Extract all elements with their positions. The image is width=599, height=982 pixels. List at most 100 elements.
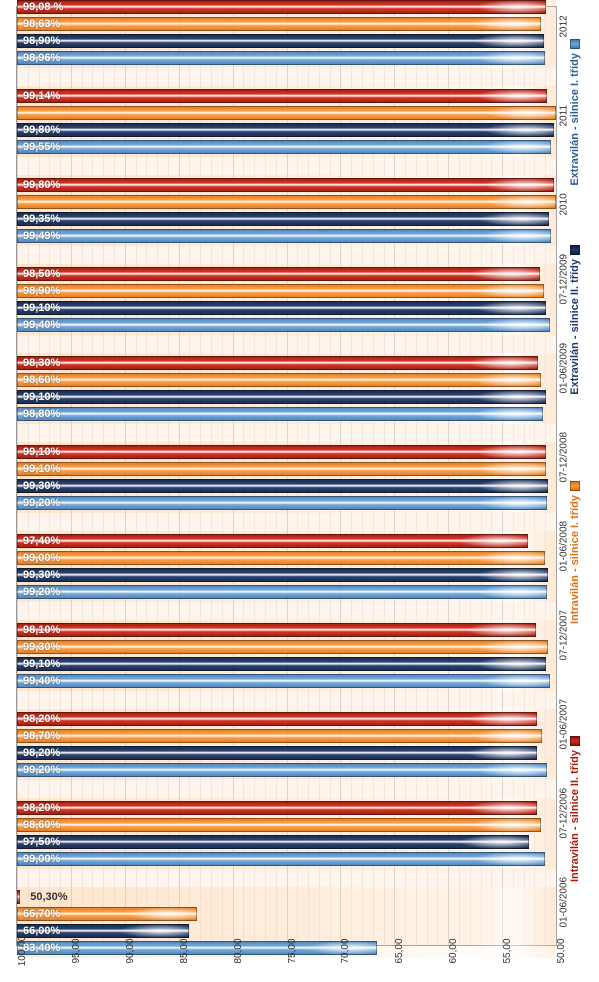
bar-extI: 99,00% — [17, 852, 545, 866]
bar-label: 99,49% — [17, 230, 60, 242]
bar-extI: 99,40% — [17, 318, 550, 332]
bar-extII: 98,20% — [17, 746, 537, 760]
bar-label: 99,10% — [17, 446, 60, 458]
bar-extI: 99,20% — [17, 763, 547, 777]
bar-label: 99,10% — [17, 658, 60, 670]
bar-label: 98,20% — [17, 747, 60, 759]
bar-extII: 66,00% — [17, 924, 189, 938]
bar-label: 97,50% — [17, 836, 60, 848]
bar-extII: 99,30% — [17, 568, 548, 582]
bar-intI: 98,90% — [17, 284, 544, 298]
bar-intII: 99,14% — [17, 89, 547, 103]
bar-label: 83,40% — [17, 942, 60, 954]
bar-intI — [17, 106, 556, 120]
bar-intI: 99,00% — [17, 551, 545, 565]
bar-intII: 99,08 % — [17, 0, 546, 14]
bar-label: 98,80% — [17, 408, 60, 420]
x-tick-label: 65,00 — [394, 938, 405, 963]
legend-swatch — [570, 481, 580, 491]
x-tick-label: 95,00 — [71, 938, 82, 963]
bar-label: 98,63% — [17, 18, 60, 30]
bar-label: 99,80% — [17, 124, 60, 136]
bar-extII: 99,30% — [17, 479, 548, 493]
bar-intII: 50,30% — [17, 890, 20, 904]
bar-label: 99,40% — [17, 675, 60, 687]
bar-intI — [17, 195, 556, 209]
legend-swatch — [570, 39, 580, 49]
legend-item: Extravilán - silnice II. třídy — [569, 245, 581, 395]
bar-extI: 99,55% — [17, 140, 551, 154]
bar-extII: 99,10% — [17, 390, 546, 404]
bar-extII: 98,90% — [17, 34, 544, 48]
bar-label: 98,70% — [17, 730, 60, 742]
bar-label: 99,35% — [17, 213, 60, 225]
legend-swatch — [570, 736, 580, 746]
bar-label: 99,10% — [17, 463, 60, 475]
bar-intII: 98,20% — [17, 801, 537, 815]
bar-extII: 99,10% — [17, 301, 546, 315]
bar-label: 99,30% — [17, 641, 60, 653]
bar-label: 99,08 % — [17, 1, 63, 13]
bar-label: 98,20% — [17, 802, 60, 814]
x-tick-label: 55,00 — [502, 938, 513, 963]
bar-intII: 98,30% — [17, 356, 538, 370]
x-tick-label: 85,00 — [179, 938, 190, 963]
bar-label: 50,30% — [24, 891, 67, 903]
bar-label: 99,80% — [17, 179, 60, 191]
legend-item: Extravilán - silnice I. třídy — [569, 39, 581, 186]
legend-item: Intravilán - silnice I. třídy — [569, 481, 581, 624]
bar-label: 99,14% — [17, 90, 60, 102]
bar-intII: 99,80% — [17, 178, 554, 192]
legend-text: Extravilán - silnice I. třídy — [569, 53, 581, 186]
bar-intII: 99,10% — [17, 445, 546, 459]
bar-intI: 66,70% — [17, 907, 197, 921]
x-tick-label: 70,00 — [340, 938, 351, 963]
bar-label: 99,30% — [17, 480, 60, 492]
bar-intI: 98,60% — [17, 818, 541, 832]
bar-label: 97,40% — [17, 535, 60, 547]
bar-label: 99,55% — [17, 141, 60, 153]
bar-label: 99,10% — [17, 302, 60, 314]
x-tick-label: 60,00 — [448, 938, 459, 963]
bar-label: 98,90% — [17, 285, 60, 297]
bar-label: 99,00% — [17, 853, 60, 865]
bar-extII: 99,80% — [17, 123, 554, 137]
bar-label: 98,90% — [17, 35, 60, 47]
bar-intII: 98,10% — [17, 623, 536, 637]
legend-item: Intravilán - silnice II. třídy — [569, 736, 581, 882]
bar-intI: 98,63% — [17, 17, 541, 31]
plot-area: 99,08 %98,63%98,90%98,96%99,14%99,80%99,… — [16, 6, 557, 946]
bar-extI: 99,20% — [17, 585, 547, 599]
bar-intII: 97,40% — [17, 534, 528, 548]
x-tick-label: 80,00 — [233, 938, 244, 963]
bar-label: 99,20% — [17, 764, 60, 776]
bar-label: 98,30% — [17, 357, 60, 369]
bars-layer: 99,08 %98,63%98,90%98,96%99,14%99,80%99,… — [17, 7, 556, 945]
x-tick-label: 90,00 — [125, 938, 136, 963]
bar-intII: 98,20% — [17, 712, 537, 726]
bar-label: 99,40% — [17, 319, 60, 331]
legend-text: Extravilán - silnice II. třídy — [569, 259, 581, 395]
bar-label: 98,60% — [17, 374, 60, 386]
bar-extI: 99,20% — [17, 496, 547, 510]
legend-text: Intravilán - silnice I. třídy — [569, 495, 581, 624]
bar-label: 99,20% — [17, 497, 60, 509]
bar-label: 98,60% — [17, 819, 60, 831]
chart-container: 99,08 % 98,63% 98,90% 98,96% 99,14% 99,80% 99,… — [0, 0, 599, 982]
bar-label: 98,10% — [17, 624, 60, 636]
bar-intI: 98,60% — [17, 373, 541, 387]
bar-label: 99,30% — [17, 569, 60, 581]
bar-label: 99,10% — [17, 391, 60, 403]
bar-extI: 99,40% — [17, 674, 550, 688]
bar-label: 66,70% — [17, 908, 60, 920]
bar-extI: 98,96% — [17, 51, 545, 65]
legend-text: Intravilán - silnice II. třídy — [569, 750, 581, 882]
bar-label: 98,50% — [17, 268, 60, 280]
bar-extII: 97,50% — [17, 835, 529, 849]
bar-extII: 99,35% — [17, 212, 549, 226]
bar-extI: 99,49% — [17, 229, 551, 243]
bar-label: 66,00% — [17, 925, 60, 937]
bar-label: 98,96% — [17, 52, 60, 64]
bar-extII: 99,10% — [17, 657, 546, 671]
bar-intI: 99,10% — [17, 462, 546, 476]
